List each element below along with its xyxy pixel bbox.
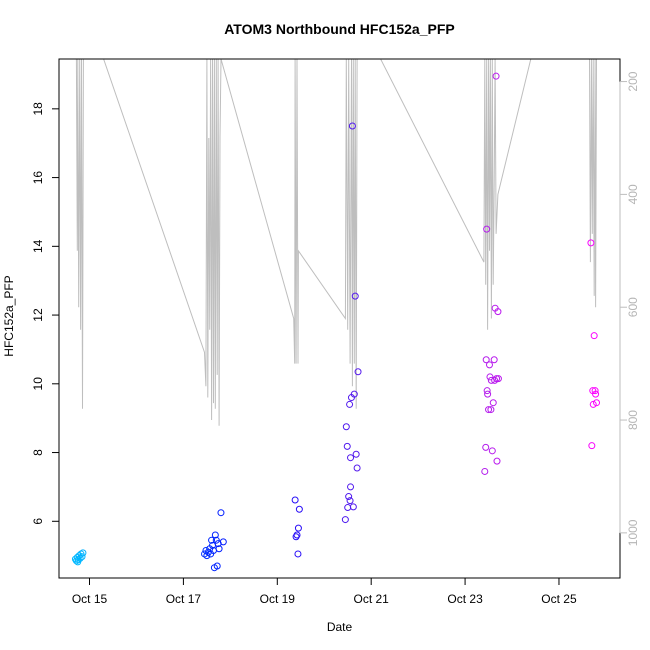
y2-tick-label: 800 (626, 410, 640, 430)
altitude-line (75, 59, 597, 426)
data-point (344, 504, 352, 512)
y-tick-label: 18 (31, 102, 45, 116)
data-point (483, 387, 491, 395)
chart-title: ATOM3 Northbound HFC152a_PFP (224, 21, 455, 37)
data-point (587, 239, 595, 247)
y2-tick-label: 1000 (626, 519, 640, 546)
data-point (346, 400, 354, 408)
data-point (203, 552, 211, 560)
data-point (215, 545, 223, 553)
data-point (347, 454, 355, 462)
data-point (591, 387, 599, 395)
y2-tick-label: 400 (626, 184, 640, 204)
data-point (482, 356, 490, 364)
x-tick-label: Oct 25 (541, 592, 577, 606)
data-point (494, 308, 502, 316)
data-point (493, 457, 501, 465)
data-point (486, 373, 494, 381)
y-tick-label: 16 (31, 171, 45, 185)
x-tick-label: Oct 15 (72, 592, 108, 606)
data-point (491, 376, 499, 384)
data-point (219, 538, 227, 546)
data-point (211, 531, 219, 539)
data-point (485, 406, 493, 414)
data-point (493, 375, 501, 383)
data-point (589, 400, 597, 408)
x-tick-label: Oct 17 (166, 592, 202, 606)
data-point (350, 390, 358, 398)
data-point (293, 531, 301, 539)
data-point (347, 483, 355, 491)
data-point (294, 550, 302, 558)
data-point (487, 406, 495, 414)
data-point (489, 399, 497, 407)
data-point (291, 496, 299, 504)
data-point (490, 356, 498, 364)
x-tick-label: Oct 23 (447, 592, 483, 606)
y-axis: 6 8 10 12 14 16 18 (31, 102, 60, 525)
data-point (74, 558, 82, 566)
data-point (213, 562, 221, 570)
data-point (590, 332, 598, 340)
data-point (354, 368, 362, 376)
data-point (348, 122, 356, 130)
data-point (485, 361, 493, 369)
x-axis: Oct 15 Oct 17 Oct 19 Oct 21 Oct 23 Oct 25 (72, 577, 577, 606)
data-point (482, 443, 490, 451)
data-point (349, 503, 357, 511)
data-point (342, 423, 350, 431)
plot-frame (58, 58, 621, 579)
data-point (341, 516, 349, 524)
x-tick-label: Oct 21 (354, 592, 390, 606)
data-point (78, 553, 86, 561)
y-tick-label: 8 (31, 449, 45, 456)
y2-axis: 200 400 600 800 1000 (619, 71, 640, 546)
data-point (79, 549, 87, 557)
data-point (346, 497, 354, 505)
data-point (588, 442, 596, 450)
y-tick-label: 10 (31, 377, 45, 391)
data-point (488, 447, 496, 455)
altitude-line-layer (75, 59, 597, 426)
data-point (592, 390, 600, 398)
data-point (208, 536, 216, 544)
y-tick-label: 14 (31, 239, 45, 253)
data-point (593, 399, 601, 407)
data-point (294, 524, 302, 532)
x-axis-label: Date (327, 620, 353, 634)
y2-tick-label: 600 (626, 297, 640, 317)
data-point (483, 225, 491, 233)
data-point (351, 292, 359, 300)
data-point (295, 505, 303, 513)
data-point (212, 536, 220, 544)
x-tick-label: Oct 19 (260, 592, 296, 606)
y-axis-label: HFC152a_PFP (2, 275, 16, 356)
data-point (484, 390, 492, 398)
data-point (492, 72, 500, 80)
y-tick-label: 6 (31, 518, 45, 525)
data-point (343, 442, 351, 450)
y2-tick-label: 200 (626, 71, 640, 91)
data-point (217, 509, 225, 517)
data-point (481, 467, 489, 475)
data-point (352, 450, 360, 458)
data-point (494, 375, 502, 383)
data-point (353, 464, 361, 472)
data-point (345, 493, 353, 501)
y-tick-label: 12 (31, 308, 45, 322)
data-points-layer (71, 72, 601, 572)
